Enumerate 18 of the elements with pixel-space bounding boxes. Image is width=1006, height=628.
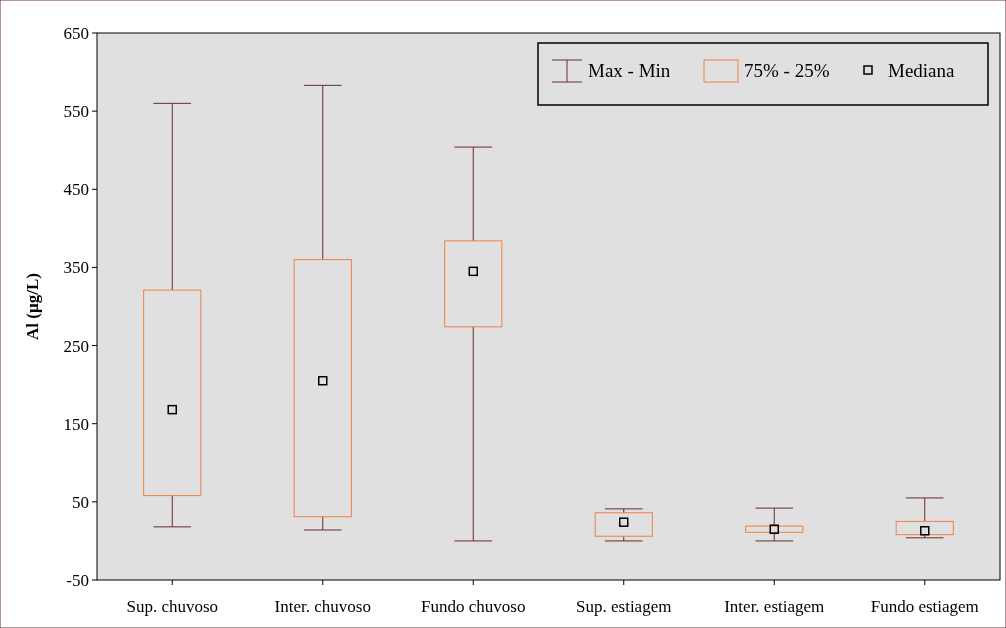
annotation: Max - Min <box>588 60 671 81</box>
y-tick-label: 250 <box>63 336 89 356</box>
x-tick-label: Fundo chuvoso <box>421 597 526 616</box>
y-tick-label: 550 <box>63 102 89 122</box>
y-tick-label: 350 <box>63 258 89 278</box>
y-tick-label: -50 <box>66 571 89 590</box>
x-tick-label: Inter. estiagem <box>724 597 825 616</box>
x-tick-label: Sup. chuvoso <box>126 597 219 616</box>
x-tick-label: Sup. estiagem <box>576 597 672 616</box>
y-tick-label: 150 <box>63 414 89 434</box>
y-tick-label: 450 <box>63 180 89 200</box>
annotation: Mediana <box>888 60 956 81</box>
y-axis-title: Al (µg/L) <box>23 273 42 340</box>
y-tick-label: 50 <box>72 492 89 512</box>
y-tick-label: 650 <box>63 24 89 43</box>
legend-label: 75% - 25% <box>744 60 830 81</box>
x-tick-label: Fundo estiagem <box>870 597 979 616</box>
x-tick-label: Inter. chuvoso <box>274 597 371 616</box>
